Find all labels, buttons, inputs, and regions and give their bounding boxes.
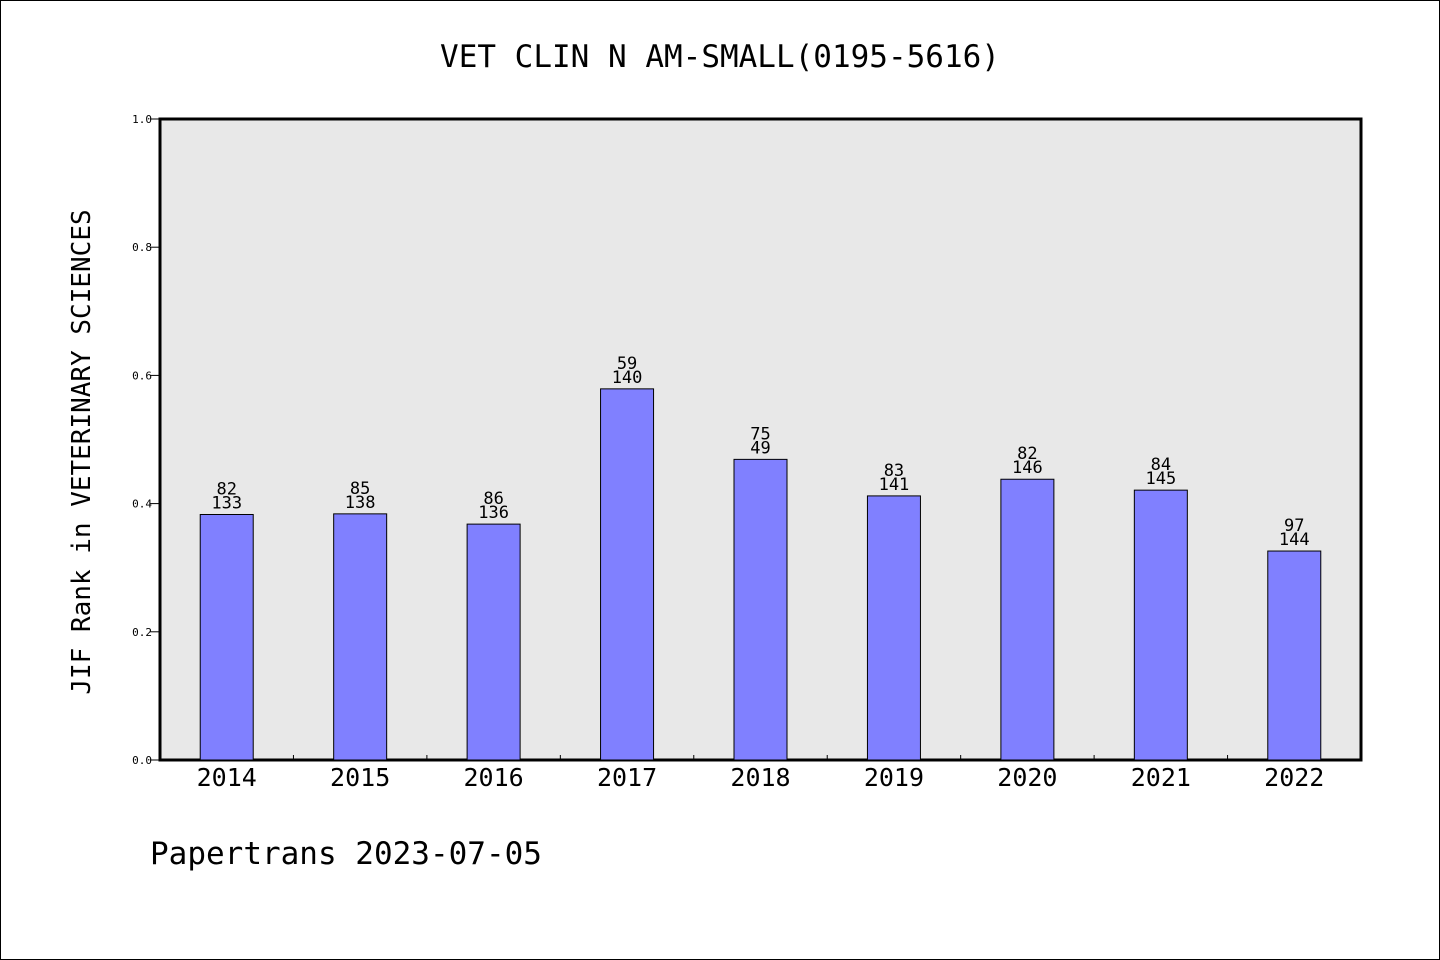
bar [199,513,254,761]
bar [733,458,788,761]
bar-label-top: 86 [483,489,503,509]
y-axis-label: JIF Rank in VETERINARY SCIENCES [67,209,97,694]
x-tick-label: 2015 [330,763,390,792]
x-tick-label: 2017 [597,763,657,792]
bar [600,388,655,761]
bar [333,513,388,761]
y-tick-label: 0.6 [132,369,152,382]
bar-label-top: 82 [1017,444,1037,464]
x-axis-ticks [292,755,1229,760]
y-tick-label: 0.4 [132,498,152,511]
bar-label-bottom: 144 [1279,530,1310,550]
bar-label-bottom: 133 [211,493,242,513]
bar-label-top: 84 [1151,455,1171,475]
bar-label-top: 97 [1284,516,1304,536]
x-tick-label: 2020 [997,763,1057,792]
chart-title: VET CLIN N AM-SMALL(0195-5616) [440,39,1000,75]
y-axis-ticks: 0.0 0.2 0.4 0.6 0.8 1.0 [132,113,160,767]
bar-label-bottom: 136 [478,503,509,523]
y-tick-label: 1.0 [132,113,152,126]
y-tick-label: 0.0 [132,754,152,767]
bar-label-top: 75 [750,424,770,444]
bar-label-bottom: 138 [345,493,376,513]
bar-series: 8213320148513820158613620165914020177549… [197,354,1325,792]
bar-label-bottom: 49 [750,438,770,458]
bar-label-bottom: 141 [879,475,910,495]
bar [466,523,521,761]
bar-label-bottom: 145 [1145,469,1176,489]
y-tick-label: 0.2 [132,626,152,639]
footer-watermark: Papertrans 2023-07-05 [150,836,542,872]
bar-label-top: 85 [350,479,370,499]
x-tick-label: 2018 [730,763,790,792]
bar [1267,550,1322,761]
y-tick-label: 0.8 [132,241,152,254]
bar [866,495,921,761]
bar-label-top: 82 [216,479,236,499]
bar-label-top: 83 [884,461,904,481]
x-tick-label: 2022 [1264,763,1324,792]
bar [1133,489,1188,761]
x-tick-label: 2016 [464,763,524,792]
x-tick-label: 2021 [1131,763,1191,792]
x-tick-label: 2019 [864,763,924,792]
bar-label-bottom: 146 [1012,458,1043,478]
bar-label-bottom: 140 [612,368,643,388]
bar [1000,478,1055,761]
bar-label-top: 59 [617,354,637,374]
x-tick-label: 2014 [197,763,257,792]
